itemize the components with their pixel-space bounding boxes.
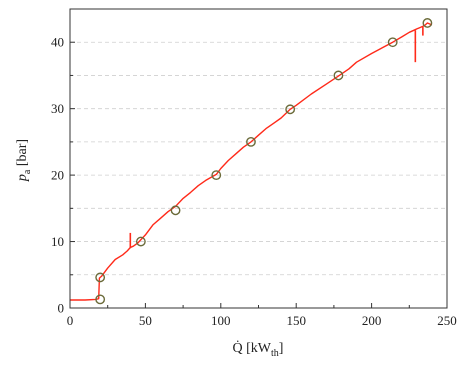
data-point bbox=[211, 170, 222, 181]
y-tick-label: 20 bbox=[51, 168, 64, 183]
y-tick-label: 30 bbox=[51, 101, 64, 116]
plot-frame bbox=[69, 8, 448, 309]
y-axis-ticks: 0 10 20 30 40 bbox=[51, 35, 75, 316]
x-tick-label: 50 bbox=[139, 313, 152, 328]
x-tick-label: 100 bbox=[211, 313, 231, 328]
x-axis-title: Q̇ [kWth] bbox=[233, 339, 284, 359]
y-tick-label: 0 bbox=[58, 301, 65, 316]
data-point bbox=[387, 37, 398, 48]
data-point bbox=[422, 18, 433, 28]
x-tick-label: 0 bbox=[67, 313, 74, 328]
data-point bbox=[333, 70, 344, 81]
x-tick-label: 250 bbox=[437, 313, 457, 328]
y-axis-title: pa [bar] bbox=[15, 139, 33, 182]
data-point bbox=[135, 236, 146, 247]
data-point bbox=[285, 104, 296, 115]
data-point bbox=[95, 272, 106, 283]
axes-frame bbox=[69, 8, 448, 309]
data-point bbox=[246, 136, 256, 147]
data-point bbox=[95, 294, 106, 305]
data-series-line bbox=[70, 22, 433, 301]
data-point bbox=[170, 205, 181, 216]
y-tick-label: 10 bbox=[51, 234, 64, 249]
x-tick-label: 200 bbox=[362, 313, 382, 328]
y-tick-label: 40 bbox=[51, 35, 64, 50]
data-markers bbox=[95, 18, 433, 305]
gridlines bbox=[70, 41, 447, 276]
x-axis-ticks: 0 50 100 150 200 250 bbox=[67, 303, 457, 328]
series-line bbox=[70, 22, 433, 301]
x-tick-label: 150 bbox=[286, 313, 306, 328]
